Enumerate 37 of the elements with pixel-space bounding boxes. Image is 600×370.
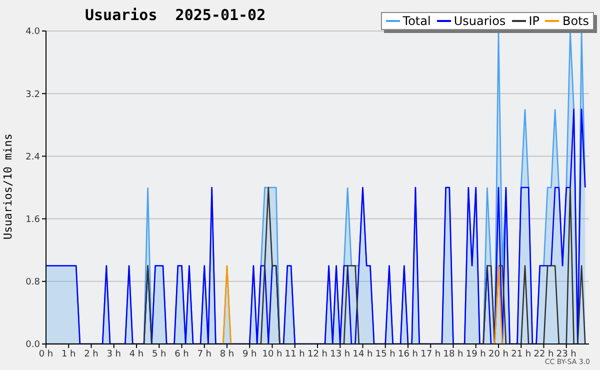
x-tick-label: 8 h <box>220 349 234 360</box>
x-tick-label: 20 h <box>488 349 509 360</box>
x-tick-label: 18 h <box>443 349 464 360</box>
x-tick-label: 7 h <box>197 349 212 360</box>
x-tick-label: 9 h <box>242 349 257 360</box>
x-tick-label: 2 h <box>84 349 98 360</box>
x-tick-label: 19 h <box>466 349 486 360</box>
legend-label: IP <box>528 14 540 28</box>
x-tick-label: 5 h <box>152 349 166 360</box>
x-tick-label: 12 h <box>307 349 328 360</box>
x-tick-label: 23 h <box>556 349 576 360</box>
y-tick-label: 3.2 <box>26 90 40 100</box>
line-series <box>46 108 586 344</box>
x-tick-label: 16 h <box>398 349 418 360</box>
x-tick-label: 13 h <box>330 349 350 360</box>
x-tick-label: 21 h <box>511 349 532 360</box>
y-tick-label: 0.0 <box>26 340 40 350</box>
legend-label: Total <box>402 14 431 28</box>
x-tick-label: 4 h <box>129 349 144 360</box>
y-tick-label: 1.6 <box>26 214 40 225</box>
x-tick-label: 17 h <box>420 349 441 360</box>
y-tick-label: 0.8 <box>26 278 40 288</box>
x-tick-label: 15 h <box>375 349 396 360</box>
x-tick-label: 1 h <box>61 349 76 360</box>
x-tick-label: 3 h <box>106 349 122 360</box>
x-tick-label: 0 h <box>38 349 54 360</box>
x-tick-label: 10 h <box>262 349 282 360</box>
x-tick-label: 11 h <box>284 349 305 360</box>
legend-label: Bots <box>561 14 589 28</box>
y-tick-label: 4.0 <box>26 27 40 38</box>
y-tick-label: 2.4 <box>26 152 40 162</box>
x-tick-label: 14 h <box>352 349 373 360</box>
x-tick-label: 22 h <box>534 349 554 360</box>
x-tick-label: 6 h <box>174 349 189 360</box>
y-axis-title: Usuarios/10 mins <box>2 132 14 242</box>
chart-title: Usuarios 2025-01-02 <box>85 6 266 24</box>
legend-label: Usuarios <box>452 14 506 28</box>
